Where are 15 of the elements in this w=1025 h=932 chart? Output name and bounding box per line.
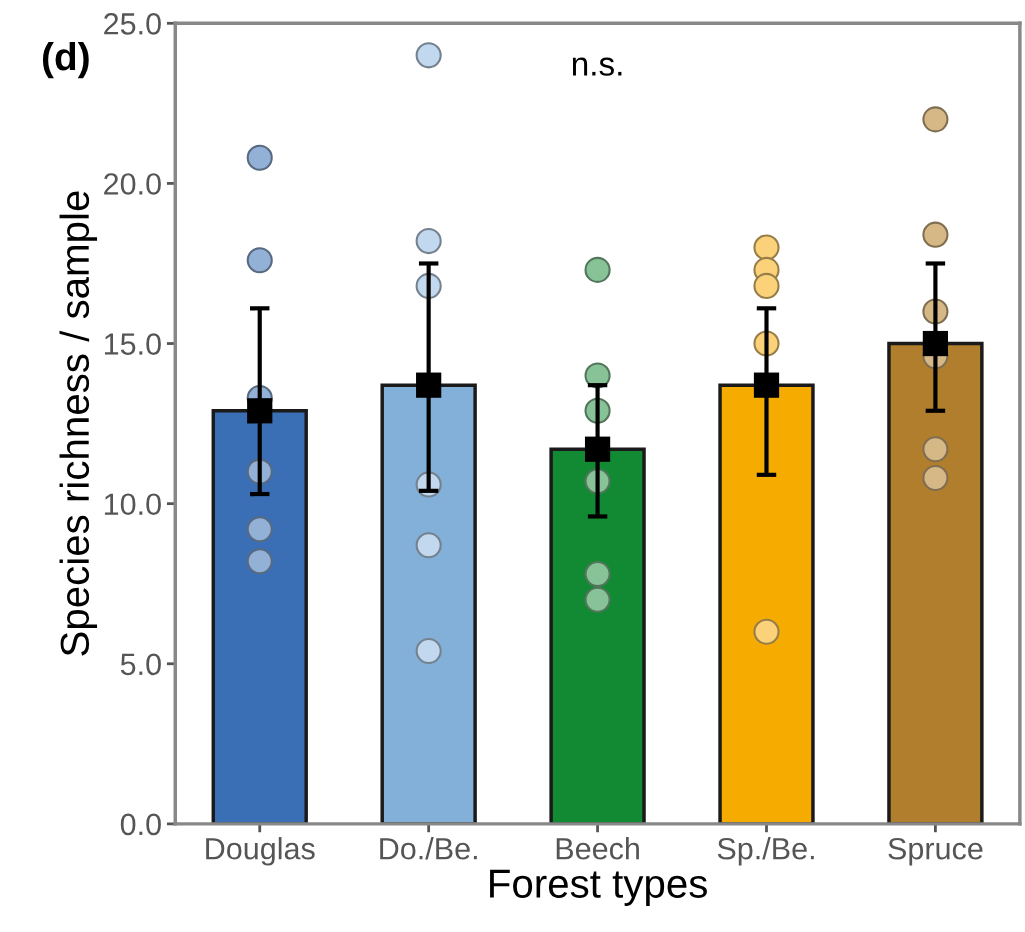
y-tick-label: 25.0 (104, 13, 161, 35)
y-tick-label: 20.0 (104, 173, 161, 195)
x-tick-label: Sp./Be. (717, 837, 814, 866)
y-tick-label: 10.0 (104, 493, 161, 516)
y-tick-label: 0.0 (120, 813, 161, 836)
text: (d) (42, 41, 89, 79)
x-tick-label: Do./Be. (380, 837, 477, 860)
x-tick-label: Douglas (206, 837, 315, 866)
y-tick-label: 5.0 (120, 653, 161, 676)
x-axis-title: Forest types (490, 869, 707, 906)
x-tick-label: Beech (556, 837, 639, 860)
y-axis-title: Species richness / sample (59, 191, 98, 656)
y-tick-label: 15.0 (104, 333, 161, 355)
x-tick-label: Spruce (888, 837, 983, 866)
annotation: n.s. (572, 57, 622, 76)
